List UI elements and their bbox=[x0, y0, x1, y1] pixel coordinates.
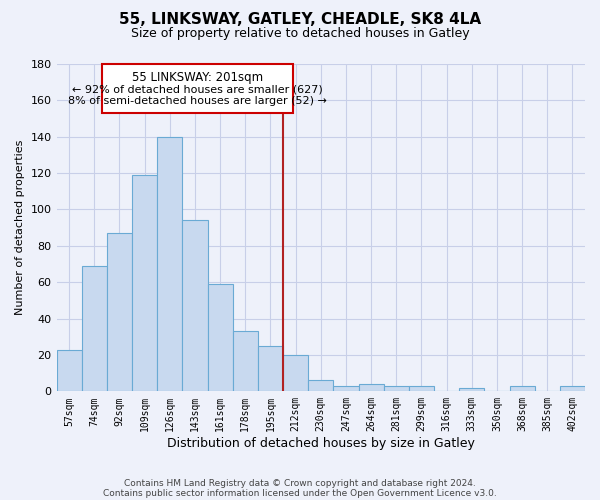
Text: Contains HM Land Registry data © Crown copyright and database right 2024.: Contains HM Land Registry data © Crown c… bbox=[124, 478, 476, 488]
Bar bbox=[157, 136, 182, 392]
Bar bbox=[82, 266, 107, 392]
Bar bbox=[132, 175, 157, 392]
Text: 55, LINKSWAY, GATLEY, CHEADLE, SK8 4LA: 55, LINKSWAY, GATLEY, CHEADLE, SK8 4LA bbox=[119, 12, 481, 28]
Bar bbox=[182, 220, 208, 392]
Bar bbox=[383, 386, 409, 392]
FancyBboxPatch shape bbox=[102, 64, 293, 113]
Bar bbox=[334, 386, 359, 392]
Text: Size of property relative to detached houses in Gatley: Size of property relative to detached ho… bbox=[131, 28, 469, 40]
Bar bbox=[359, 384, 383, 392]
Bar bbox=[283, 355, 308, 392]
Bar bbox=[208, 284, 233, 392]
Bar bbox=[459, 388, 484, 392]
Text: 55 LINKSWAY: 201sqm: 55 LINKSWAY: 201sqm bbox=[132, 72, 263, 85]
Bar bbox=[409, 386, 434, 392]
X-axis label: Distribution of detached houses by size in Gatley: Distribution of detached houses by size … bbox=[167, 437, 475, 450]
Text: 8% of semi-detached houses are larger (52) →: 8% of semi-detached houses are larger (5… bbox=[68, 96, 327, 106]
Text: ← 92% of detached houses are smaller (627): ← 92% of detached houses are smaller (62… bbox=[72, 84, 323, 94]
Y-axis label: Number of detached properties: Number of detached properties bbox=[15, 140, 25, 316]
Bar bbox=[56, 350, 82, 392]
Text: Contains public sector information licensed under the Open Government Licence v3: Contains public sector information licen… bbox=[103, 488, 497, 498]
Bar bbox=[308, 380, 334, 392]
Bar bbox=[509, 386, 535, 392]
Bar bbox=[107, 233, 132, 392]
Bar bbox=[258, 346, 283, 392]
Bar bbox=[233, 332, 258, 392]
Bar bbox=[560, 386, 585, 392]
